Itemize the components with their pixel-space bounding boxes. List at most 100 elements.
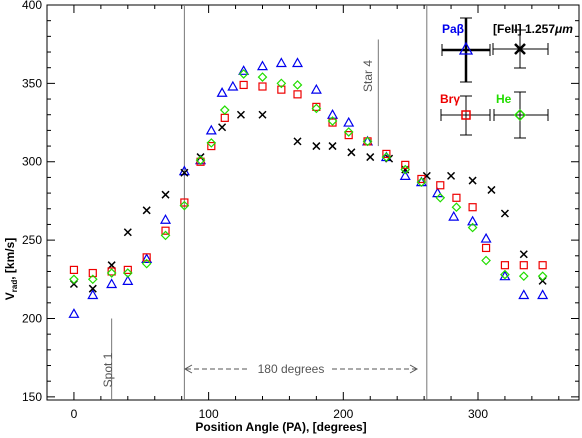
data-point: [88, 284, 97, 293]
data-point: [487, 185, 496, 194]
data-point: [518, 271, 529, 282]
data-point: [205, 124, 217, 135]
data-point: [276, 78, 287, 89]
data-point: [227, 80, 239, 91]
data-point: [448, 210, 460, 221]
data-point: [519, 261, 528, 270]
legend-label-pab: Paβ: [442, 22, 464, 36]
data-point: [161, 226, 170, 235]
legend-label-brg: Brγ: [440, 92, 460, 106]
data-point: [69, 274, 79, 285]
data-point: [68, 308, 80, 318]
data-point: [206, 138, 217, 148]
data-point: [87, 274, 98, 285]
data-point: [310, 83, 322, 94]
data-point: [195, 155, 206, 166]
data-point: [468, 203, 477, 212]
y-tick-label: 400: [22, 0, 42, 12]
data-point: [447, 171, 456, 180]
data-point: [123, 265, 132, 275]
data-point: [141, 258, 152, 269]
data-point: [142, 206, 151, 215]
legend-label-feii-unit: μm: [554, 22, 573, 36]
data-point: [416, 177, 427, 187]
legend-feii: [FeII] 1.257μm: [492, 22, 573, 69]
data-point: [467, 222, 478, 233]
data-point: [452, 193, 461, 202]
range-label: 180 degrees: [258, 362, 325, 376]
legend-pab: Paβ: [441, 17, 491, 83]
series-x: [69, 110, 547, 293]
axis-ticks: [47, 4, 579, 400]
x-axis-title: Position Angle (PA), [degrees]: [195, 420, 366, 434]
data-point: [87, 289, 99, 300]
data-point: [257, 72, 268, 82]
data-point: [180, 168, 189, 177]
series-diamond: [69, 69, 548, 285]
plot-frame: [46, 4, 580, 401]
legend-marker-feii: [514, 43, 526, 55]
range-arrowhead-left: [183, 364, 193, 374]
data-point: [399, 170, 411, 180]
range-arrowhead-right: [409, 364, 419, 374]
data-point: [328, 142, 337, 151]
data-point: [159, 214, 172, 224]
annotation-spot: Spot 1: [101, 352, 115, 387]
data-point: [161, 190, 170, 199]
data-point: [256, 60, 269, 71]
data-point: [500, 209, 509, 218]
legend-marker-he: [513, 108, 527, 122]
legend-he: He: [493, 91, 549, 139]
data-point: [236, 110, 245, 119]
data-point: [69, 265, 79, 275]
data-point: [327, 116, 338, 126]
data-point: [519, 250, 528, 259]
data-point: [238, 65, 250, 75]
data-point: [328, 118, 337, 127]
y-tick-label: 350: [22, 76, 42, 90]
x-tick-label: 0: [71, 407, 78, 421]
data-point: [238, 69, 249, 79]
data-point: [88, 268, 97, 278]
y-tick-label: 150: [22, 390, 42, 404]
data-point: [436, 181, 445, 190]
data-point: [381, 152, 392, 162]
y-tick-label: 250: [22, 233, 42, 247]
x-tick-label: 200: [333, 407, 353, 421]
data-point: [366, 153, 375, 162]
legend-label-feii-prefix: [FeII] 1.257: [493, 22, 555, 36]
data-point: [122, 275, 134, 285]
data-point: [239, 80, 248, 90]
series-triangle: [68, 57, 549, 318]
legend-marker-brg: [461, 110, 471, 120]
data-point: [435, 192, 446, 203]
data-point: [382, 149, 391, 159]
data-point: [362, 136, 373, 147]
data-point: [537, 289, 549, 300]
data-point: [277, 85, 286, 94]
data-point: [312, 102, 321, 111]
data-point: [344, 130, 353, 140]
svg-text:Vrad, [km/s]: Vrad, [km/s]: [3, 238, 19, 300]
data-point: [107, 267, 116, 276]
y-tick-label: 300: [22, 155, 42, 169]
data-point: [275, 57, 287, 68]
legend: Paβ [FeII] 1.257μm Brγ: [440, 17, 573, 139]
data-point: [219, 105, 230, 115]
data-point: [538, 261, 547, 270]
data-point: [258, 110, 267, 119]
legend-label-he: He: [496, 92, 512, 106]
data-point: [216, 87, 228, 97]
data-point: [327, 108, 339, 119]
data-point: [312, 142, 321, 151]
y-axis-title-main: V: [3, 292, 17, 300]
y-axis-title-rest: , [km/s]: [3, 238, 17, 280]
data-point: [220, 113, 229, 122]
data-point: [432, 187, 444, 198]
annotation-range: 180 degrees: [183, 362, 419, 376]
data-point: [518, 289, 530, 300]
data-point: [293, 137, 302, 146]
data-point: [480, 232, 492, 243]
data-point: [160, 230, 171, 241]
